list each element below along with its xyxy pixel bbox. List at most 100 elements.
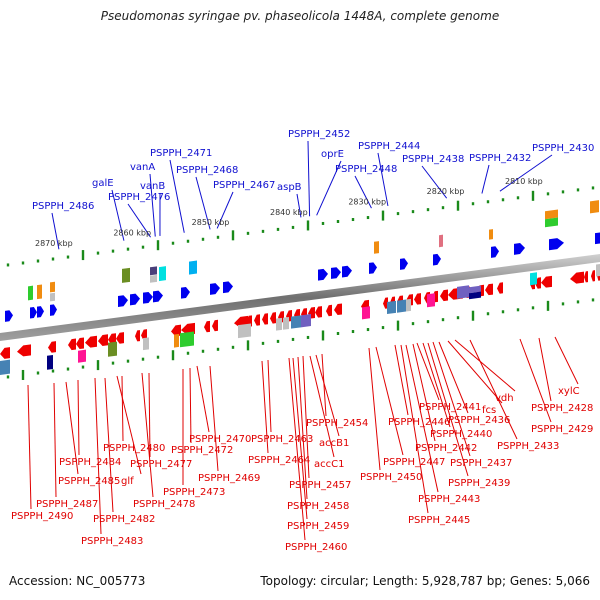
minor-tick <box>576 300 580 304</box>
minor-tick <box>561 190 565 194</box>
label-leader-line <box>400 344 429 514</box>
forward-gene-arrow <box>400 258 408 270</box>
reverse-gene-arrow <box>48 341 56 353</box>
minor-tick <box>396 212 400 216</box>
label-leader-line <box>53 382 57 498</box>
reverse-gene-label: PSPPH_2490 <box>11 511 73 522</box>
major-tick <box>546 300 550 311</box>
reverse-gene-label: PSPPH_2450 <box>360 472 422 483</box>
cog-category-box <box>50 292 55 302</box>
minor-tick <box>246 231 250 235</box>
forward-gene-label: PSPPH_2444 <box>358 141 420 152</box>
minor-tick <box>261 229 265 233</box>
scale-tick-label: 2860 kbp <box>113 228 151 237</box>
reverse-gene-label: xylC <box>558 386 580 397</box>
cog-category-box <box>238 323 251 339</box>
reverse-gene-arrow <box>85 335 97 348</box>
label-leader-line <box>416 342 440 401</box>
major-tick <box>381 210 385 221</box>
forward-gene-arrow <box>514 243 525 255</box>
label-leader-line <box>469 339 518 440</box>
minor-tick <box>216 347 220 351</box>
forward-gene-arrow <box>223 281 233 294</box>
minor-tick <box>186 239 190 243</box>
major-tick <box>456 200 460 211</box>
major-tick <box>321 330 325 341</box>
minor-tick <box>321 221 325 225</box>
forward-gene-label: PSPPH_2467 <box>213 180 275 191</box>
major-tick <box>396 320 400 331</box>
forward-gene-label: PSPPH_2468 <box>176 165 238 176</box>
label-leader-line <box>51 212 60 250</box>
reverse-gene-arrow <box>485 283 493 296</box>
major-tick <box>471 310 475 321</box>
reverse-gene-arrow <box>98 334 108 347</box>
label-leader-line <box>116 375 142 475</box>
minor-tick <box>36 371 40 375</box>
reverse-gene-arrow <box>541 275 552 288</box>
minor-tick <box>336 219 340 223</box>
reverse-gene-arrow <box>497 282 503 294</box>
reverse-gene-arrow <box>414 293 421 305</box>
reverse-gene-arrow <box>76 337 84 350</box>
cog-category-box <box>189 260 197 275</box>
reverse-gene-label: PSPPH_2439 <box>448 478 510 489</box>
label-leader-line <box>94 377 102 535</box>
minor-tick <box>81 365 85 369</box>
minor-tick <box>426 208 430 212</box>
reverse-gene-label: accB1 <box>319 438 349 449</box>
forward-gene-label: PSPPH_2452 <box>288 129 350 140</box>
reverse-gene-arrow <box>326 304 332 317</box>
reverse-gene-label: PSPPH_2464 <box>248 455 310 466</box>
label-leader-line <box>316 160 342 216</box>
reverse-gene-arrow <box>108 333 116 345</box>
reverse-gene-arrow <box>171 324 181 337</box>
forward-gene-arrow <box>318 268 328 281</box>
label-leader-line <box>169 159 185 233</box>
cog-category-box <box>596 264 600 277</box>
forward-gene-arrow <box>342 265 352 278</box>
minor-tick <box>456 316 460 320</box>
reverse-gene-label: PSPPH_2483 <box>81 536 143 547</box>
forward-gene-label: PSPPH_2438 <box>402 154 464 165</box>
reverse-gene-label: PSPPH_2440 <box>430 429 492 440</box>
minor-tick <box>51 369 55 373</box>
label-leader-line <box>292 357 308 520</box>
label-leader-line <box>354 175 372 209</box>
cog-category-box <box>143 337 149 351</box>
reverse-gene-label: glf <box>121 476 134 487</box>
label-leader-line <box>422 342 451 428</box>
reverse-gene-label: PSPPH_2447 <box>383 457 445 468</box>
scale-tick-label: 2840 kbp <box>270 208 308 217</box>
map-title: Pseudomonas syringae pv. phaseolicola 14… <box>100 9 500 23</box>
reverse-gene-arrow <box>68 338 76 351</box>
cog-category-box <box>150 266 157 276</box>
label-leader-line <box>267 359 272 433</box>
major-tick <box>531 190 535 201</box>
reverse-gene-label: PSPPH_2482 <box>93 514 155 525</box>
cog-category-box <box>180 331 194 348</box>
label-leader-line <box>209 365 219 472</box>
label-leader-line <box>481 164 490 194</box>
minor-tick <box>336 331 340 335</box>
scale-tick-label: 2870 kbp <box>35 239 73 248</box>
forward-gene-label: PSPPH_2476 <box>108 192 170 203</box>
minor-tick <box>411 210 415 214</box>
label-leader-line <box>261 360 269 454</box>
minor-tick <box>366 328 370 332</box>
minor-tick <box>516 196 520 200</box>
cog-category-box <box>47 355 53 370</box>
label-leader-line <box>377 152 389 207</box>
forward-gene-label: vanB <box>140 181 165 192</box>
cog-category-box <box>291 315 301 329</box>
reverse-gene-label: PSPPH_2469 <box>198 473 260 484</box>
forward-gene-arrow <box>433 253 441 266</box>
reverse-gene-label: PSPPH_2470 <box>189 434 251 445</box>
reverse-gene-label: PSPPH_2459 <box>287 521 349 532</box>
cog-category-box <box>276 317 282 331</box>
label-leader-line <box>296 193 302 218</box>
label-leader-line <box>302 355 310 479</box>
cog-category-box <box>545 209 558 220</box>
reverse-gene-arrow <box>116 332 124 344</box>
label-leader-line <box>321 353 327 417</box>
